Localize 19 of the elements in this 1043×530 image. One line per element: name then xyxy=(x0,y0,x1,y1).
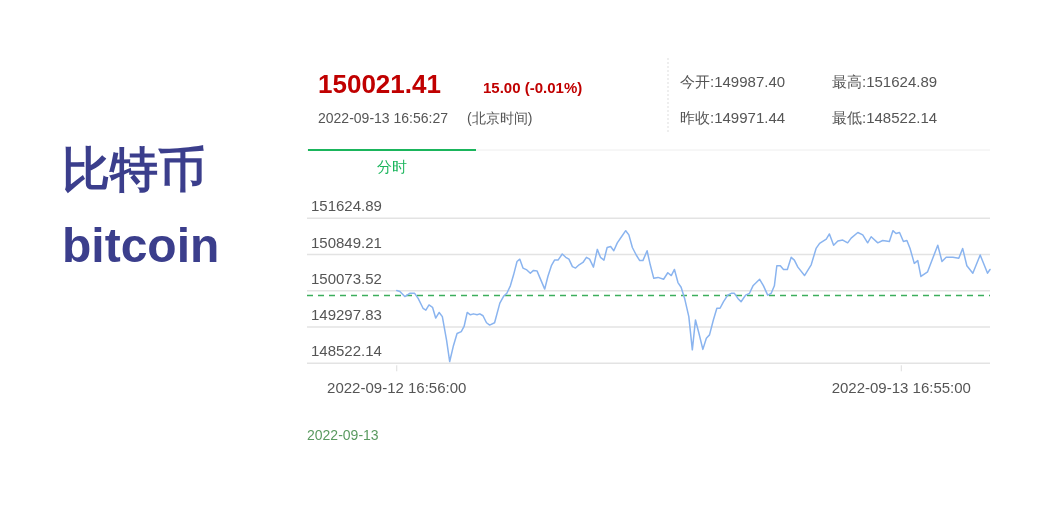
text: (北京时间) xyxy=(467,110,533,126)
chart-title: 比特币 xyxy=(62,143,206,196)
y-tick-label: 148522.14 xyxy=(311,342,382,360)
y-tick-label: 150849.21 xyxy=(311,233,382,251)
y-tick-label: 151624.89 xyxy=(311,197,382,215)
y-tick-label: 150073.52 xyxy=(311,269,382,287)
text: 150021.41 xyxy=(318,69,441,99)
chart-subtitle: bitcoin xyxy=(62,219,220,272)
x-tick-label: 2022-09-13 16:55:00 xyxy=(831,379,971,396)
text: 今开:149987.40 xyxy=(680,73,786,90)
x-tick-label: 2022-09-12 16:56:00 xyxy=(327,379,467,396)
text: 最低:148522.14 xyxy=(832,109,938,126)
text: 分时 xyxy=(377,158,407,175)
text: 2022-09-13 16:56:27 xyxy=(318,110,449,126)
text: 2022-09-13 xyxy=(307,427,379,443)
text: 昨收:149971.44 xyxy=(680,109,786,126)
text: 15.00 (-0.01%) xyxy=(483,79,583,96)
y-tick-label: 149297.83 xyxy=(311,306,382,324)
text: 最高:151624.89 xyxy=(832,73,938,90)
